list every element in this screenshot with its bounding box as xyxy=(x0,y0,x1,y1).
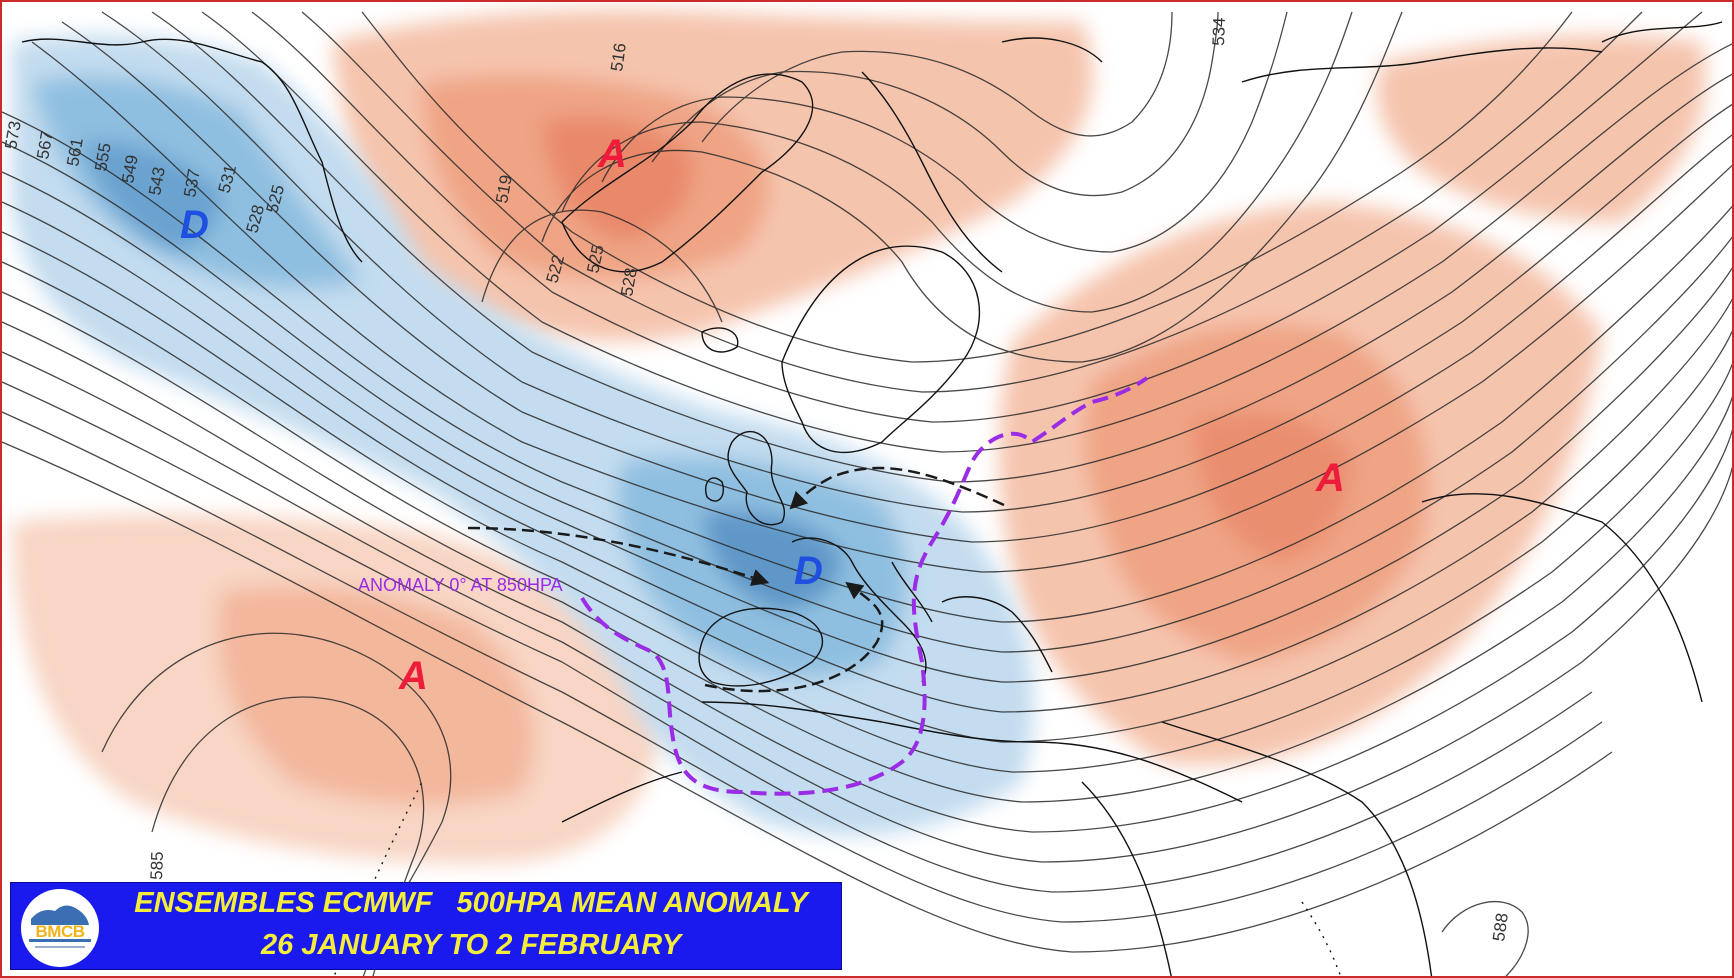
high-center-greenland: A xyxy=(597,132,627,176)
coastlines xyxy=(21,21,1723,976)
contour-label: 561 xyxy=(63,136,87,167)
contour-label: 543 xyxy=(145,165,169,196)
mediterranean-return-arrow xyxy=(704,581,884,693)
low-center-alaska: D xyxy=(180,203,209,247)
map-title: ENSEMBLES ECMWF 500HPA MEAN ANOMALY xyxy=(134,887,808,919)
map-date-range: 26 JANUARY TO 2 FEBRUARY xyxy=(260,929,682,961)
contour-label: 585 xyxy=(147,851,167,880)
contour-label: 519 xyxy=(492,173,516,204)
bmcb-logo: BMCB xyxy=(21,889,99,967)
contour-label: 567 xyxy=(33,129,57,160)
contour-label: 528 xyxy=(617,266,641,297)
logo-globe-icon xyxy=(22,890,98,966)
zero-anomaly-line xyxy=(580,376,1149,796)
contour-label: 588 xyxy=(1489,912,1512,943)
flow-arrows xyxy=(467,466,1005,693)
high-center-azores: A xyxy=(398,654,428,698)
high-center-russia: A xyxy=(1315,456,1345,500)
pressure-centers: A A A D D xyxy=(180,132,1345,698)
contour-label: 549 xyxy=(118,153,142,184)
contour-label: 516 xyxy=(607,42,630,73)
contour-label: 534 xyxy=(1209,17,1229,46)
contour-label: 573 xyxy=(2,119,25,150)
contour-label: 555 xyxy=(91,141,115,172)
zero-anomaly-label: ANOMALY 0° AT 850HPA xyxy=(358,575,563,595)
title-banner: BMCB ENSEMBLES ECMWF 500HPA MEAN ANOMALY… xyxy=(10,882,842,970)
logo-text: BMCB xyxy=(35,922,86,941)
contour-label: 537 xyxy=(180,167,204,198)
negative-anomaly-shading xyxy=(12,35,1034,836)
low-center-france: D xyxy=(794,549,823,593)
atlantic-flow-arrow xyxy=(467,526,770,586)
